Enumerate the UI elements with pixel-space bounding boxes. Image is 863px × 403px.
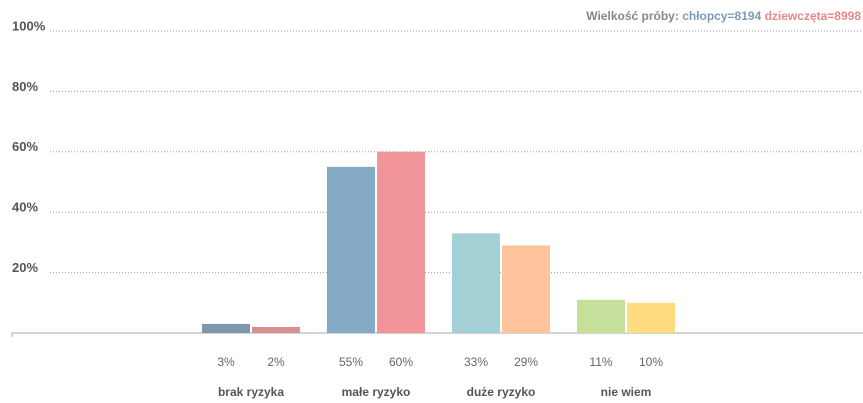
bar — [502, 245, 550, 333]
bar — [452, 233, 500, 333]
x-tick-label: duże ryzyko — [467, 385, 536, 399]
x-tick-label: małe ryzyko — [342, 385, 411, 399]
value-label: 11% — [589, 355, 612, 369]
value-label: 60% — [389, 355, 413, 369]
bar — [377, 151, 425, 333]
y-tick-label: 40% — [12, 200, 38, 215]
value-label: 29% — [514, 355, 538, 369]
y-tick-label: 100% — [12, 18, 46, 33]
sample-size: Wielkość próby: chłopcy=8194 dziewczęta=… — [586, 9, 861, 23]
value-label: 3% — [217, 355, 235, 369]
y-tick-label: 80% — [12, 79, 38, 94]
legend-entry: chłopcy=8194 — [682, 9, 761, 23]
bar — [627, 302, 675, 333]
bar — [577, 299, 625, 333]
value-label: 55% — [339, 355, 363, 369]
legend-entry: dziewczęta=8998 — [765, 9, 862, 23]
sample-label: Wielkość próby: — [586, 9, 679, 23]
bar — [202, 323, 250, 333]
bar — [327, 166, 375, 333]
x-tick-label: nie wiem — [601, 385, 652, 399]
value-label: 2% — [267, 355, 285, 369]
value-label: 10% — [639, 355, 663, 369]
x-tick-label: brak ryzyka — [218, 385, 284, 399]
y-tick-label: 20% — [12, 260, 38, 275]
y-tick-label: 60% — [12, 139, 38, 154]
bar — [252, 326, 300, 333]
value-label: 33% — [464, 355, 488, 369]
